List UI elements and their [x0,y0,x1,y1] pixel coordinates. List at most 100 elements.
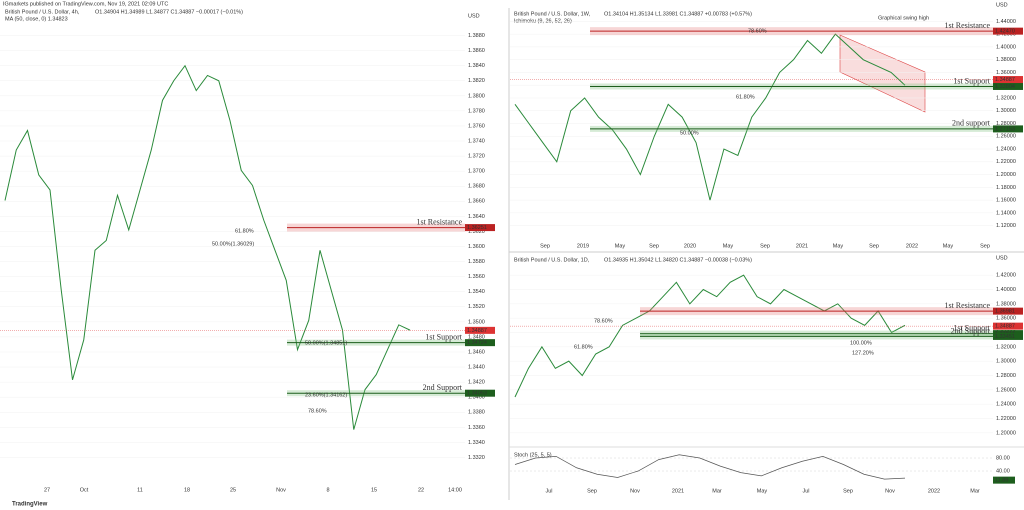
x-tick-label: Nov [630,488,640,494]
y-tick-label: 1.22000 [996,159,1016,165]
annotation: 50.00%(1.36029) [212,241,254,247]
y-tick-label: 1.40000 [996,44,1016,50]
price-box-label: 1.34724 [467,340,487,346]
level-label: 2nd Support [423,383,463,392]
x-tick-label: 2019 [577,243,589,249]
price-box [465,339,495,347]
y-tick-label: 1.3380 [468,410,485,416]
last-box [465,326,495,334]
indicator: MA (50, close, 0) 1.34823 [5,16,68,22]
y-tick-label: 1.26000 [996,134,1016,140]
x-tick-label: Sep [540,243,550,249]
x-tick-label: Jul [545,488,552,494]
y-tick-label: 1.3360 [468,425,485,431]
stoch-label: 11.89 [995,478,1008,484]
price-box-label: 1.27153 [995,126,1015,132]
last-box [993,76,1023,84]
price-box-label: 1.33804 [995,84,1015,90]
price-box [993,82,1023,90]
y-tick-label: 1.3820 [468,78,485,84]
y-tick-label: 1.3640 [468,214,485,220]
level-label: 2nd support [952,119,991,128]
price-box-label: 1.36981 [995,309,1015,315]
price-line [514,274,906,398]
y-tick-label: 1.20000 [996,172,1016,178]
y-tick-label: 1.3340 [468,440,485,446]
stoch-title: Stoch (25, 5, 5) [514,452,552,458]
x-tick-label: 2020 [684,243,696,249]
x-tick-label: 22 [418,487,424,493]
y-tick-label: 1.24000 [996,402,1016,408]
y-tick-label: 1.3520 [468,304,485,310]
ohlc: O1.34104 H1.35134 L1.33981 C1.34887 +0.0… [604,11,752,17]
y-tick-label: 1.28000 [996,121,1016,127]
x-tick-label: Sep [649,243,659,249]
y-tick-label: 1.32000 [996,95,1016,101]
y-tick-label: 1.14000 [996,210,1016,216]
price-box-label: 1.33451 [995,334,1015,340]
level-label: 1st Resistance [944,21,990,30]
annotation: 61.80% [736,94,755,100]
y-tick-label: 1.3660 [468,199,485,205]
y-tick-label: 1.32000 [996,344,1016,350]
x-tick-label: Sep [980,243,990,249]
y-tick-label: 1.30000 [996,108,1016,114]
price-box-label: 1.36251 [467,225,487,231]
x-tick-label: May [615,243,626,249]
y-tick-label: 1.3560 [468,274,485,280]
brand: TradingView [12,502,48,508]
x-tick-label: May [723,243,734,249]
level-label: 1st Support [953,76,990,85]
y-tick-label: 1.3540 [468,289,485,295]
y-tick-label: 1.3880 [468,33,485,39]
y-tick-label: 1.16000 [996,198,1016,204]
level-label: 1st Support [953,323,990,332]
y-tick-label: 1.3420 [468,380,485,386]
y-tick-label: 1.3700 [468,169,485,175]
x-tick-label: 15 [371,487,377,493]
annotation: 127.20% [852,350,874,356]
x-tick-label: Mar [970,488,980,494]
x-tick-label: 2022 [906,243,918,249]
price-box [993,125,1023,133]
annotation: 61.80% [235,228,254,234]
y-tick-label: 1.3840 [468,63,485,69]
y-tick-label: 1.3440 [468,365,485,371]
price-box [993,332,1023,340]
price-line [4,64,411,430]
y-tick-label: 1.3320 [468,455,485,461]
y-tick-label: 1.18000 [996,185,1016,191]
y-tick-label: 1.38000 [996,57,1016,63]
last-box [993,322,1023,330]
x-tick-label: Sep [587,488,597,494]
last-label: 1.34887 [995,77,1015,83]
annotation: Graphical swing high [878,15,929,21]
panel-title: British Pound / U.S. Dollar, 1D, [514,257,590,263]
y-tick-label: 1.24000 [996,146,1016,152]
level-label: 1st Support [425,332,462,341]
x-tick-label: 25 [230,487,236,493]
x-tick-label: 2022 [928,488,940,494]
x-tick-label: Sep [760,243,770,249]
x-tick-label: 11 [137,487,143,493]
x-tick-label: Sep [843,488,853,494]
y-tick-label: 1.42000 [996,273,1016,279]
ohlc: O1.34935 H1.35042 L1.34820 C1.34887 −0.0… [604,257,752,263]
y-tick-label: 1.3460 [468,349,485,355]
x-tick-label: Sep [869,243,879,249]
y-tick-label: 1.3760 [468,123,485,129]
y-tick-label: 1.22000 [996,416,1016,422]
stoch-line [514,454,906,480]
y-tick-label: 1.26000 [996,387,1016,393]
level-label: 1st Resistance [416,217,462,226]
x-tick-label: May [833,243,844,249]
ohlc: O1.34904 H1.34989 L1.34877 C1.34887 −0.0… [95,9,243,15]
x-tick-label: Nov [885,488,895,494]
price-box-label: 1.42470 [995,29,1015,35]
level-label: 2nd Support [951,326,991,335]
x-tick-label: Jul [802,488,809,494]
y-tick-label: 1.44000 [996,19,1016,25]
y-tick-label: 1.3580 [468,259,485,265]
currency: USD [996,2,1008,8]
